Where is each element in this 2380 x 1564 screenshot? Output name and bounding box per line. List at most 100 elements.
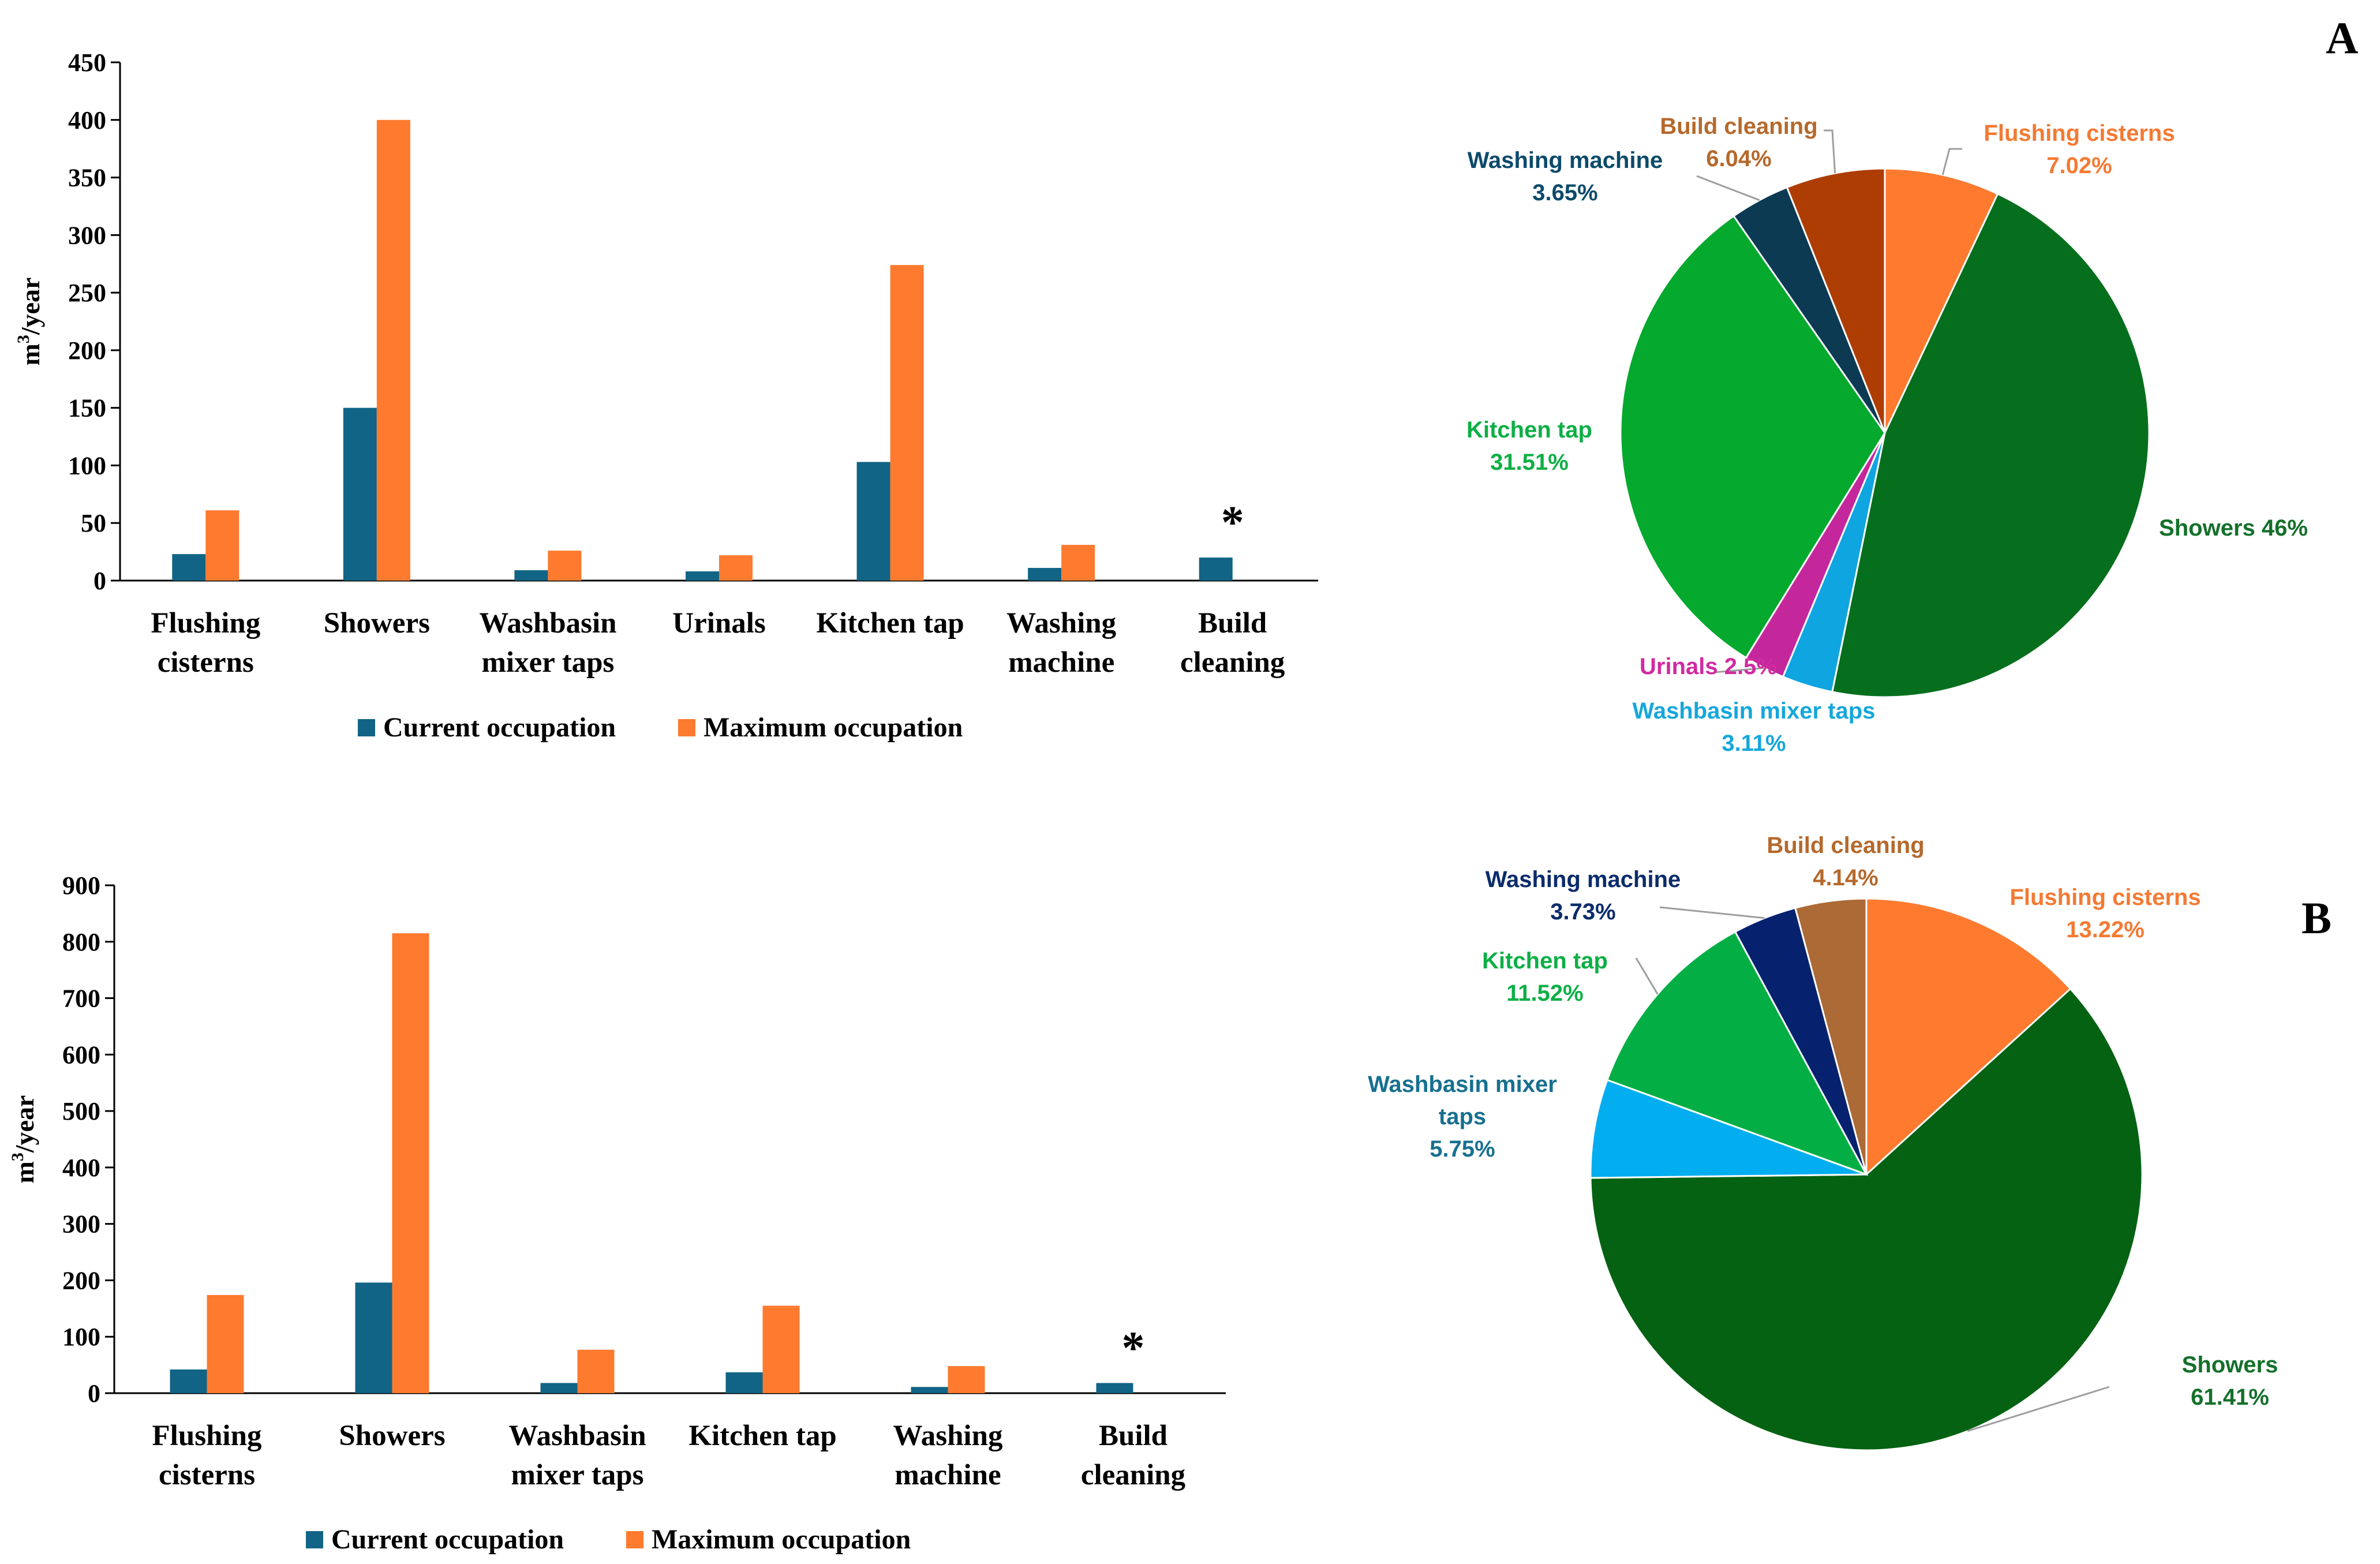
pie-label-washing-machine: Washing machine [1468, 148, 1663, 173]
x-category-label: cleaning [1180, 646, 1285, 679]
y-tick-label: 150 [68, 394, 106, 422]
x-category-label: Flushing [152, 1420, 262, 1452]
pie-percent-washing-machine: 3.65% [1532, 180, 1597, 205]
x-category-label: Flushing [151, 607, 260, 639]
bar-current-occupation-washing-machine [911, 1387, 948, 1393]
pie-label-build-cleaning: Build cleaning [1767, 833, 1924, 858]
pie-percent-kitchen-tap: 31.51% [1490, 450, 1569, 475]
legend-swatch-maximum-occupation [678, 719, 695, 736]
x-category-label: Washing [1006, 607, 1116, 639]
y-tick-label: 300 [62, 1210, 100, 1239]
pie-percent-showers: 61.41% [2191, 1385, 2269, 1410]
x-category-label: Kitchen tap [688, 1420, 836, 1452]
pie-percent-washbasin-mixer-taps: 5.75% [1430, 1136, 1495, 1162]
pie-label-washbasin-mixer-taps: Washbasin mixer taps [1633, 698, 1876, 724]
bar-maximum-occupation-washing-machine [1061, 545, 1095, 581]
y-tick-label: 400 [68, 106, 106, 134]
pie-label-showers: Showers [2182, 1352, 2278, 1378]
pie-percent-washbasin-mixer-taps: 3.11% [1722, 731, 1786, 756]
x-category-label: Showers [339, 1420, 445, 1452]
bar-current-occupation-washbasin-mixer-taps [540, 1383, 578, 1393]
y-tick-label: 400 [62, 1154, 100, 1182]
bar-current-occupation-showers [355, 1282, 392, 1393]
pie-percent-build-cleaning: 4.14% [1813, 865, 1878, 890]
x-category-label: Urinals [672, 607, 766, 639]
legend-swatch-current-occupation [358, 719, 375, 736]
bar-current-occupation-flushing-cisterns [170, 1369, 207, 1393]
bar-maximum-occupation-kitchen-tap [762, 1305, 800, 1393]
legend-label-current-occupation: Current occupation [331, 1524, 564, 1555]
pie-chart-b: Flushing cisterns 13.22% Showers 61.41% Wash… [1368, 833, 2278, 1451]
x-category-label: Build [1099, 1420, 1167, 1452]
pie-leader-line-showers [1967, 1386, 2110, 1432]
y-tick-label: 700 [62, 985, 100, 1013]
bar-current-occupation-build-cleaning [1096, 1383, 1133, 1393]
pie-label-washbasin-mixer-taps: taps [1439, 1104, 1486, 1129]
pie-leader-line-kitchen-tap [1635, 957, 1659, 995]
bar-current-occupation-kitchen-tap [725, 1372, 763, 1393]
x-category-label: Kitchen tap [816, 607, 964, 639]
annotation-asterisk: * [1122, 1323, 1145, 1374]
pie-label-washing-machine: Washing machine [1485, 867, 1681, 892]
legend-label-maximum-occupation: Maximum occupation [652, 1524, 911, 1555]
y-tick-label: 50 [81, 509, 106, 537]
bar-current-occupation-washbasin-mixer-taps [514, 570, 548, 581]
x-category-label: cisterns [158, 646, 254, 679]
pie-slice-flushing-cisterns [1865, 897, 2072, 1177]
bar-maximum-occupation-washbasin-mixer-taps [548, 551, 582, 581]
y-tick-label: 300 [68, 221, 106, 249]
legend-label-current-occupation: Current occupation [383, 712, 616, 743]
panel-label-b: B [2302, 893, 2332, 943]
x-category-label: machine [1008, 646, 1114, 679]
pie-label-flushing-cisterns: Flushing cisterns [1984, 121, 2175, 146]
pie-percent-flushing-cisterns: 13.22% [2066, 917, 2145, 942]
y-axis-label-superscript: 3 [14, 335, 33, 343]
pie-leader-line-flushing-cisterns [1941, 148, 1962, 175]
y-axis-label-main: m [16, 343, 45, 365]
bar-current-occupation-flushing-cisterns [172, 554, 206, 581]
bar-maximum-occupation-flushing-cisterns [207, 1294, 244, 1393]
pie-slice-build-cleaning [1794, 897, 1868, 1175]
y-axis-label-superscript: 3 [8, 1153, 27, 1161]
bar-current-occupation-build-cleaning [1199, 557, 1233, 581]
pie-percent-washing-machine: 3.73% [1550, 899, 1615, 925]
pie-label-showers: Showers 46% [2159, 515, 2308, 541]
x-category-label: machine [895, 1459, 1001, 1491]
pie-leader-line-build-cleaning [1824, 129, 1836, 174]
x-category-label: cleaning [1081, 1459, 1185, 1491]
pie-percent-build-cleaning: 6.04% [1706, 146, 1771, 171]
pie-chart-a: Flushing cisterns 7.02% Showers 46% Washbas… [1466, 114, 2308, 756]
legend-label-maximum-occupation: Maximum occupation [703, 712, 963, 743]
pie-leader-line-washing-machine [1696, 175, 1760, 201]
bar-maximum-occupation-washbasin-mixer-taps [577, 1349, 615, 1393]
legend-swatch-maximum-occupation [626, 1531, 643, 1548]
pie-percent-flushing-cisterns: 7.02% [2046, 153, 2112, 178]
bar-maximum-occupation-washing-machine [948, 1366, 985, 1393]
x-category-label: Showers [324, 607, 430, 639]
y-tick-label: 100 [68, 451, 106, 480]
y-axis-label-main: m [10, 1161, 39, 1183]
pie-slice-kitchen-tap [1619, 215, 1886, 659]
pie-label-urinals: Urinals 2.5% [1640, 654, 1777, 679]
x-category-label: Washbasin [479, 607, 616, 639]
y-axis-label: m3/year [14, 278, 45, 366]
panel-label-a: A [2326, 13, 2358, 63]
bar-maximum-occupation-flushing-cisterns [205, 510, 240, 581]
bar-chart-a: 0 50 100 150 200 250 300 350 400 450 m3/year Flushi… [14, 48, 1318, 743]
bar-current-occupation-washing-machine [1028, 568, 1062, 581]
x-category-label: mixer taps [481, 646, 614, 679]
y-tick-label: 800 [62, 928, 100, 956]
x-category-label: Washing [893, 1420, 1003, 1452]
pie-leader-line-washing-machine [1659, 906, 1765, 919]
pie-label-washbasin-mixer-taps: Washbasin mixer [1368, 1072, 1557, 1097]
annotation-asterisk: * [1221, 497, 1244, 548]
pie-leader-line-urinals [1713, 667, 1764, 674]
y-tick-label: 0 [93, 567, 106, 595]
x-category-label: mixer taps [511, 1459, 644, 1491]
bar-current-occupation-showers [343, 407, 377, 581]
bar-maximum-occupation-urinals [719, 555, 753, 581]
y-axis-label-unit: /year [10, 1095, 39, 1154]
pie-label-build-cleaning: Build cleaning [1660, 114, 1817, 139]
y-tick-label: 900 [62, 871, 100, 900]
